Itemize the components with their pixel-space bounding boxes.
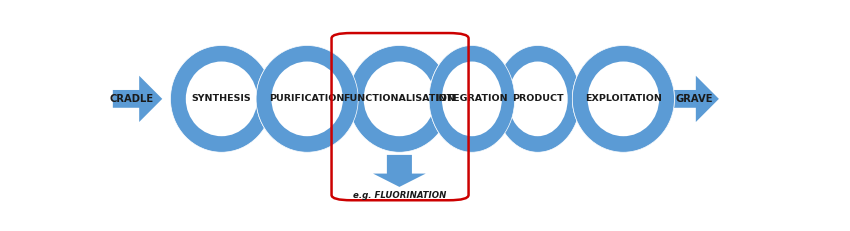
Text: FUNCTIONALISATION: FUNCTIONALISATION xyxy=(343,94,456,103)
Text: CRADLE: CRADLE xyxy=(109,94,153,104)
Ellipse shape xyxy=(442,61,501,136)
Ellipse shape xyxy=(364,61,435,136)
Ellipse shape xyxy=(271,61,343,136)
Ellipse shape xyxy=(572,46,674,152)
FancyArrow shape xyxy=(670,76,719,122)
Ellipse shape xyxy=(572,46,674,152)
Ellipse shape xyxy=(429,46,515,152)
Text: e.g. FLUORINATION: e.g. FLUORINATION xyxy=(353,191,446,200)
Ellipse shape xyxy=(507,61,568,136)
Ellipse shape xyxy=(442,61,501,136)
Ellipse shape xyxy=(587,61,659,136)
Ellipse shape xyxy=(587,61,659,136)
Ellipse shape xyxy=(171,46,273,152)
Ellipse shape xyxy=(186,61,258,136)
Text: PURIFICATION: PURIFICATION xyxy=(269,94,345,103)
Ellipse shape xyxy=(271,61,343,136)
Ellipse shape xyxy=(348,46,451,152)
Text: PRODUCT: PRODUCT xyxy=(512,94,564,103)
Text: INTEGRATION: INTEGRATION xyxy=(435,94,508,103)
FancyArrow shape xyxy=(373,155,426,187)
FancyArrow shape xyxy=(113,76,162,122)
Ellipse shape xyxy=(256,46,358,152)
Ellipse shape xyxy=(495,46,581,152)
Ellipse shape xyxy=(429,46,515,152)
Text: EXPLOITATION: EXPLOITATION xyxy=(585,94,662,103)
Ellipse shape xyxy=(256,46,358,152)
Text: GRAVE: GRAVE xyxy=(675,94,712,104)
Text: SYNTHESIS: SYNTHESIS xyxy=(192,94,252,103)
